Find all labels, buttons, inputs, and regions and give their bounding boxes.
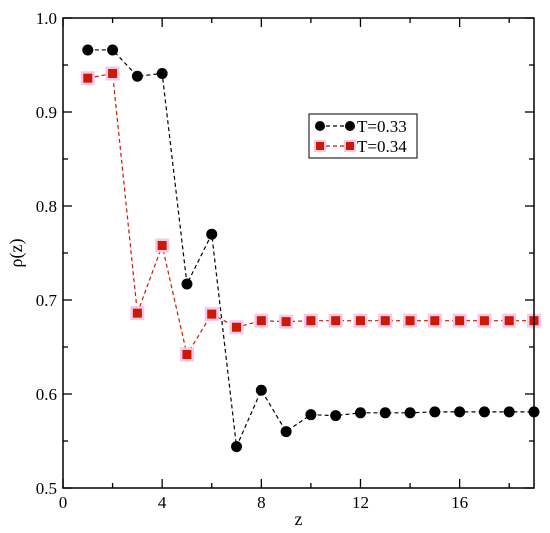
legend-box <box>308 113 418 159</box>
data-point <box>430 316 440 326</box>
data-point <box>281 317 291 327</box>
data-point <box>331 316 341 326</box>
legend-entry-2: T=0.34 <box>314 137 407 156</box>
data-point <box>131 70 143 82</box>
x-axis-title: z <box>295 509 303 529</box>
data-point <box>280 426 292 438</box>
legend-entry-1: T=0.33 <box>315 117 407 136</box>
legend-marker <box>315 121 325 131</box>
y-axis-title: ρ(z) <box>6 239 27 268</box>
data-point <box>503 406 515 418</box>
data-point <box>404 407 416 419</box>
axis-layer: 0 4 8 12 16 0.5 0.6 0.7 0.8 0.9 1.0 <box>36 9 534 512</box>
data-point <box>330 410 342 422</box>
data-point <box>429 406 441 418</box>
y-tick-label: 0.7 <box>36 291 58 310</box>
series-layer <box>80 44 541 453</box>
y-tick-label: 0.9 <box>36 103 57 122</box>
data-point <box>455 316 465 326</box>
data-point <box>405 316 415 326</box>
series-2 <box>80 66 541 362</box>
y-tick-label: 0.6 <box>36 385 57 404</box>
data-point <box>479 316 489 326</box>
x-tick-label: 8 <box>257 493 266 512</box>
data-point <box>380 316 390 326</box>
data-point <box>156 67 168 79</box>
x-tick-label: 12 <box>352 493 369 512</box>
data-point <box>306 316 316 326</box>
legend-label: T=0.33 <box>357 117 407 136</box>
data-point <box>157 240 167 250</box>
data-point <box>478 406 490 418</box>
legend-marker <box>316 142 324 150</box>
data-point <box>108 68 118 78</box>
legend: T=0.33T=0.34 <box>308 113 418 159</box>
x-tick-label: 16 <box>451 493 468 512</box>
data-point <box>206 228 218 240</box>
y-tick-label: 1.0 <box>36 9 57 28</box>
plot-area <box>80 44 541 453</box>
data-point <box>231 441 243 453</box>
data-point <box>181 278 193 290</box>
legend-entries: T=0.33T=0.34 <box>314 117 407 156</box>
data-point <box>132 308 142 318</box>
legend-marker <box>345 121 355 131</box>
y-tick-label: 0.8 <box>36 197 57 216</box>
y-tick-label: 0.5 <box>36 479 57 498</box>
data-point <box>256 316 266 326</box>
data-point <box>504 316 514 326</box>
data-point <box>107 44 119 56</box>
data-point <box>232 322 242 332</box>
x-tick-label: 4 <box>158 493 167 512</box>
data-point <box>182 350 192 360</box>
legend-label: T=0.34 <box>357 137 407 156</box>
legend-marker <box>346 142 354 150</box>
data-point <box>207 309 217 319</box>
x-tick-label: 0 <box>59 493 68 512</box>
data-point <box>83 73 93 83</box>
data-point <box>355 316 365 326</box>
data-point <box>305 409 317 421</box>
data-point <box>454 406 466 418</box>
data-point <box>255 384 267 396</box>
data-point <box>82 44 94 56</box>
data-point <box>354 407 366 419</box>
series-1 <box>82 44 540 453</box>
data-point <box>379 407 391 419</box>
